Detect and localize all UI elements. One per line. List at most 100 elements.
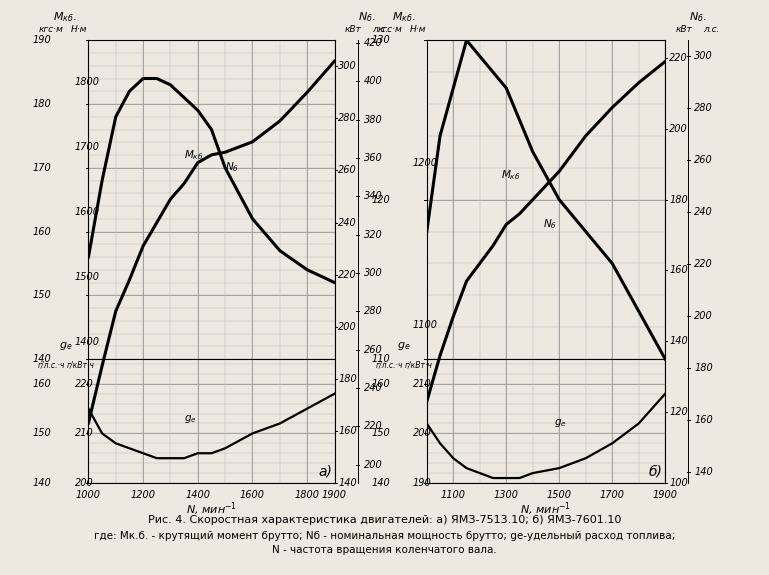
Text: 1100: 1100: [413, 320, 438, 330]
Text: 1300: 1300: [494, 490, 519, 500]
Text: 140: 140: [694, 467, 713, 477]
Text: $g_e$: $g_e$: [554, 417, 567, 430]
Text: 220: 220: [694, 259, 713, 269]
Text: 1200: 1200: [413, 158, 438, 167]
Text: 210: 210: [413, 379, 431, 389]
Text: 1100: 1100: [441, 490, 466, 500]
Text: $М_{кб}.$: $М_{кб}.$: [392, 10, 415, 24]
Text: кгс·м: кгс·м: [378, 25, 402, 34]
Text: $N_б.$: $N_б.$: [688, 10, 707, 24]
Text: кВт: кВт: [675, 25, 692, 34]
Text: 190: 190: [33, 35, 52, 45]
Text: кВт: кВт: [345, 25, 361, 34]
Text: 1000: 1000: [76, 490, 101, 500]
Text: 300: 300: [694, 51, 713, 60]
Text: N - частота вращения коленчатого вала.: N - частота вращения коленчатого вала.: [272, 545, 497, 554]
Text: где: Мк.б. - крутящий момент брутто; Nб - номинальная мощность брутто; ge-удельн: где: Мк.б. - крутящий момент брутто; Nб …: [94, 531, 675, 540]
Text: 200: 200: [338, 322, 357, 332]
Text: 200: 200: [669, 124, 687, 134]
Text: 180: 180: [33, 99, 52, 109]
Text: 1800: 1800: [75, 77, 100, 87]
Text: 140: 140: [33, 478, 52, 488]
Text: 1800: 1800: [295, 490, 320, 500]
Text: 1500: 1500: [75, 272, 100, 282]
Text: 200: 200: [694, 311, 713, 321]
Text: 100: 100: [669, 478, 687, 488]
Text: 140: 140: [338, 478, 357, 488]
Text: 220: 220: [338, 270, 357, 279]
Text: $g_e$: $g_e$: [184, 412, 197, 424]
Text: б): б): [649, 465, 663, 478]
Text: Рис. 4. Скоростная характеристика двигателей: а) ЯМЗ-7513.10; б) ЯМЗ-7601.10: Рис. 4. Скоростная характеристика двигат…: [148, 515, 621, 524]
Text: 320: 320: [364, 229, 382, 240]
Text: 220: 220: [75, 379, 93, 389]
Text: 240: 240: [364, 383, 382, 393]
Text: 280: 280: [364, 306, 382, 316]
Text: 1700: 1700: [75, 142, 100, 152]
Text: 1900: 1900: [653, 490, 677, 500]
Text: 150: 150: [33, 290, 52, 300]
Text: 130: 130: [371, 35, 390, 45]
Text: 200: 200: [413, 428, 431, 438]
Text: 160: 160: [33, 227, 52, 236]
Text: 180: 180: [694, 363, 713, 373]
Text: 170: 170: [33, 163, 52, 172]
Text: 1600: 1600: [75, 207, 100, 217]
Text: г/кВт·ч: г/кВт·ч: [405, 360, 433, 369]
Text: 160: 160: [371, 379, 390, 389]
Text: г/л.с.·ч: г/л.с.·ч: [376, 360, 404, 369]
Text: $N_б.$: $N_б.$: [358, 10, 376, 24]
Text: 1900: 1900: [322, 490, 347, 500]
Text: 300: 300: [364, 268, 382, 278]
Text: $g_e$: $g_e$: [58, 340, 72, 352]
Text: 280: 280: [338, 113, 357, 124]
Text: 160: 160: [694, 415, 713, 426]
Text: 380: 380: [364, 114, 382, 125]
Text: 1200: 1200: [131, 490, 155, 500]
Text: 140: 140: [33, 354, 52, 364]
Text: 220: 220: [364, 421, 382, 431]
Text: 210: 210: [75, 428, 93, 438]
Text: л.с.: л.с.: [372, 25, 389, 34]
Text: 190: 190: [413, 478, 431, 488]
Text: 240: 240: [338, 217, 357, 228]
Text: $М_{кб}$: $М_{кб}$: [184, 148, 204, 162]
Text: 120: 120: [669, 407, 687, 417]
Text: 140: 140: [371, 478, 390, 488]
Text: 160: 160: [338, 426, 357, 436]
Text: 140: 140: [669, 336, 687, 346]
Text: 1700: 1700: [600, 490, 624, 500]
Text: $М_{кб}.$: $М_{кб}.$: [54, 10, 77, 24]
Text: N, мин$^{-1}$: N, мин$^{-1}$: [186, 500, 237, 518]
Text: 160: 160: [33, 379, 52, 389]
Text: а): а): [318, 465, 332, 478]
Text: 260: 260: [364, 344, 382, 355]
Text: 420: 420: [364, 38, 382, 48]
Text: 1500: 1500: [547, 490, 571, 500]
Text: 240: 240: [694, 207, 713, 217]
Text: 150: 150: [33, 428, 52, 438]
Text: 180: 180: [669, 195, 687, 205]
Text: $g_e$: $g_e$: [397, 340, 411, 352]
Text: 340: 340: [364, 191, 382, 201]
Text: 120: 120: [371, 195, 390, 205]
Text: $N_б$: $N_б$: [544, 217, 558, 231]
Text: 110: 110: [371, 354, 390, 364]
Text: кгс·м: кгс·м: [39, 25, 64, 34]
Text: 160: 160: [669, 266, 687, 275]
Text: л.с.: л.с.: [703, 25, 720, 34]
Text: Н·м: Н·м: [409, 25, 426, 34]
Text: Н·м: Н·м: [71, 25, 88, 34]
Text: 220: 220: [669, 53, 687, 63]
Text: 300: 300: [338, 62, 357, 71]
Text: $N_б$: $N_б$: [225, 160, 239, 174]
Text: 260: 260: [338, 166, 357, 175]
Text: 280: 280: [694, 103, 713, 113]
Text: 1400: 1400: [75, 337, 100, 347]
Text: 200: 200: [364, 459, 382, 470]
Text: 360: 360: [364, 153, 382, 163]
Text: 1600: 1600: [240, 490, 265, 500]
Text: 200: 200: [75, 478, 93, 488]
Text: $М_{кб}$: $М_{кб}$: [501, 168, 521, 182]
Text: г/л.с.·ч: г/л.с.·ч: [38, 360, 65, 369]
